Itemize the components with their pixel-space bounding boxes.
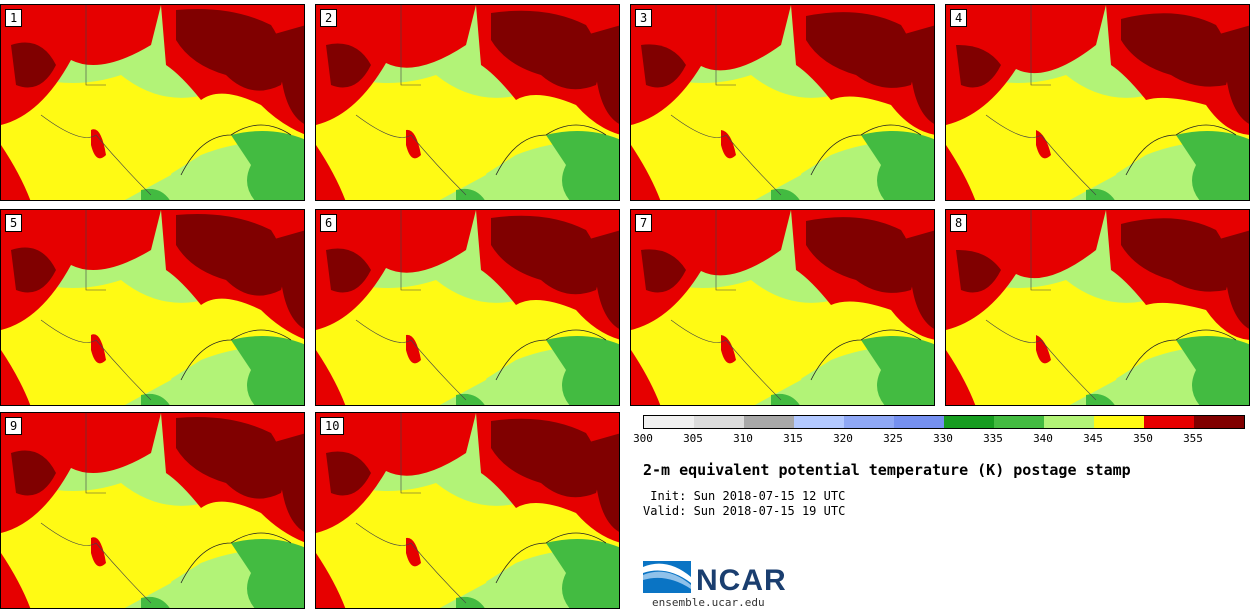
ncar-logo-icon bbox=[643, 561, 691, 593]
panel-number: 6 bbox=[320, 214, 338, 232]
theta-e-map bbox=[316, 5, 619, 200]
theta-e-map bbox=[631, 5, 934, 200]
postage-stamp-panel: 6 bbox=[315, 209, 620, 406]
colorbar-tick-label: 330 bbox=[933, 432, 953, 445]
colorbar-segment bbox=[744, 416, 794, 428]
postage-stamp-panel: 2 bbox=[315, 4, 620, 201]
theta-e-map bbox=[1, 5, 304, 200]
theta-e-map bbox=[946, 5, 1249, 200]
colorbar-segment bbox=[894, 416, 944, 428]
postage-stamp-panel: 8 bbox=[945, 209, 1250, 406]
theta-e-map bbox=[316, 210, 619, 405]
colorbar-segment bbox=[1194, 416, 1244, 428]
colorbar-segment bbox=[994, 416, 1044, 428]
panel-number: 9 bbox=[5, 417, 23, 435]
panel-number: 3 bbox=[635, 9, 653, 27]
theta-e-map bbox=[1, 413, 304, 608]
panel-number: 10 bbox=[320, 417, 345, 435]
init-time: Init: Sun 2018-07-15 12 UTC bbox=[643, 489, 846, 503]
postage-stamp-panel: 1 bbox=[0, 4, 305, 201]
postage-stamp-panel: 4 bbox=[945, 4, 1250, 201]
theta-e-map bbox=[1, 210, 304, 405]
postage-stamp-panel: 5 bbox=[0, 209, 305, 406]
logo-name: NCAR bbox=[696, 564, 787, 597]
colorbar-tick-label: 310 bbox=[733, 432, 753, 445]
colorbar-tick-label: 355 bbox=[1183, 432, 1203, 445]
colorbar-segment bbox=[794, 416, 844, 428]
colorbar-tick-label: 315 bbox=[783, 432, 803, 445]
theta-e-map bbox=[631, 210, 934, 405]
postage-stamp-panel: 9 bbox=[0, 412, 305, 609]
colorbar-tick-label: 300 bbox=[633, 432, 653, 445]
colorbar-tick-label: 345 bbox=[1083, 432, 1103, 445]
colorbar-tick-label: 325 bbox=[883, 432, 903, 445]
theta-e-map bbox=[946, 210, 1249, 405]
colorbar-tick-label: 320 bbox=[833, 432, 853, 445]
colorbar-tick-label: 340 bbox=[1033, 432, 1053, 445]
valid-time: Valid: Sun 2018-07-15 19 UTC bbox=[643, 504, 846, 518]
colorbar-tick-label: 305 bbox=[683, 432, 703, 445]
colorbar-segment bbox=[944, 416, 994, 428]
colorbar-segment bbox=[644, 416, 694, 428]
colorbar-segment bbox=[694, 416, 744, 428]
postage-stamp-panel: 7 bbox=[630, 209, 935, 406]
panel-number: 5 bbox=[5, 214, 23, 232]
colorbar-segment bbox=[1044, 416, 1094, 428]
colorbar-tick-label: 350 bbox=[1133, 432, 1153, 445]
colorbar-segment bbox=[1144, 416, 1194, 428]
colorbar bbox=[643, 415, 1245, 429]
panel-number: 8 bbox=[950, 214, 968, 232]
figure-title: 2-m equivalent potential temperature (K)… bbox=[643, 461, 1131, 479]
postage-stamp-panel: 10 bbox=[315, 412, 620, 609]
panel-number: 4 bbox=[950, 9, 968, 27]
logo-url: ensemble.ucar.edu bbox=[652, 596, 765, 609]
panel-number: 7 bbox=[635, 214, 653, 232]
colorbar-segment bbox=[1094, 416, 1144, 428]
panel-number: 2 bbox=[320, 9, 338, 27]
panel-number: 1 bbox=[5, 9, 23, 27]
colorbar-segment bbox=[844, 416, 894, 428]
colorbar-tick-label: 335 bbox=[983, 432, 1003, 445]
postage-stamp-panel: 3 bbox=[630, 4, 935, 201]
theta-e-map bbox=[316, 413, 619, 608]
